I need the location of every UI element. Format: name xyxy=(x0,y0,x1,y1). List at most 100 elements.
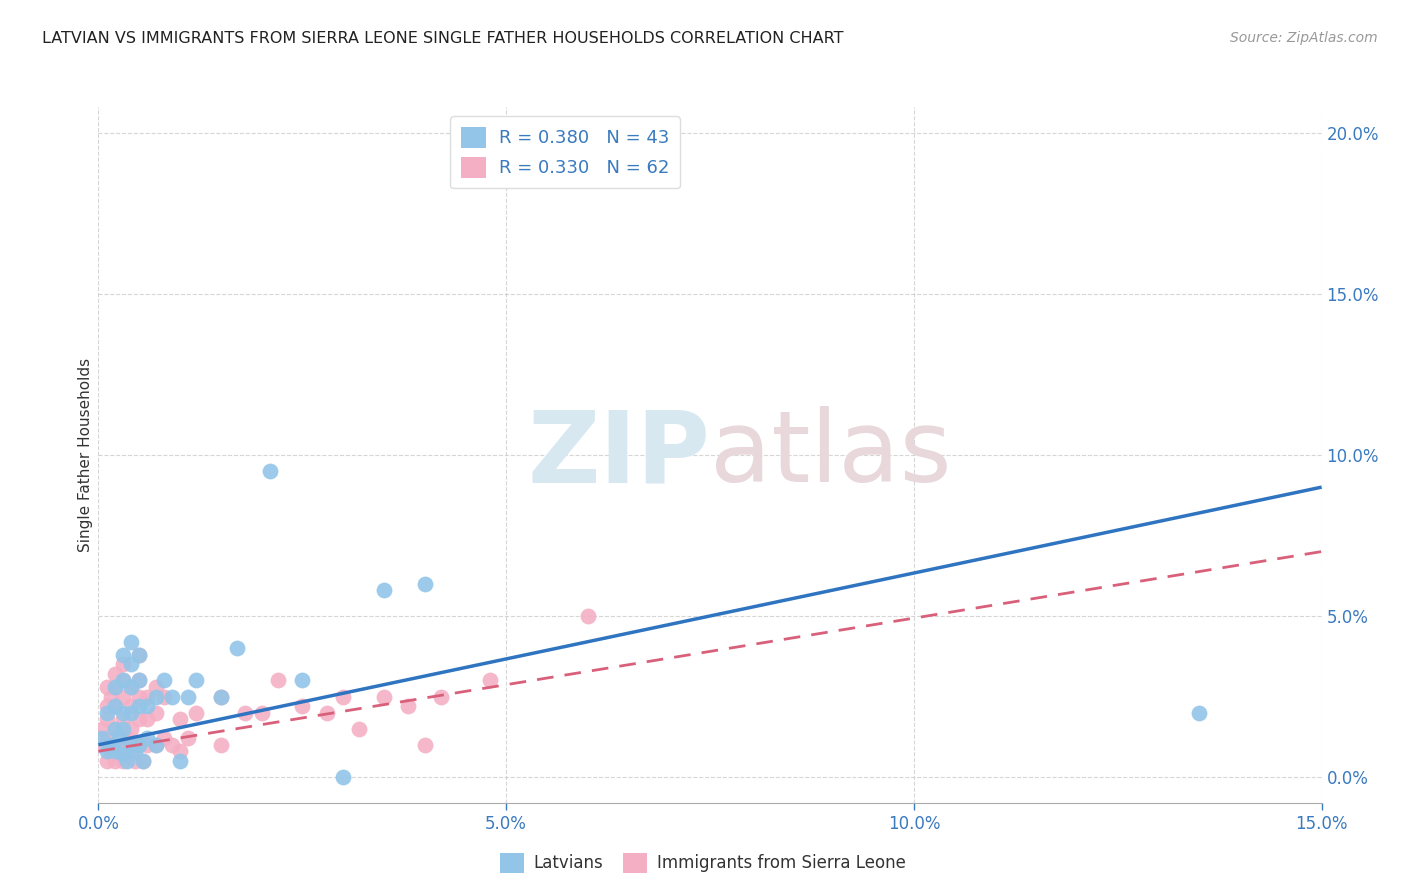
Point xyxy=(115,731,138,746)
Point xyxy=(104,699,127,714)
Point xyxy=(128,690,150,704)
Point xyxy=(100,690,122,704)
Legend: Latvians, Immigrants from Sierra Leone: Latvians, Immigrants from Sierra Leone xyxy=(494,847,912,880)
Point xyxy=(136,738,159,752)
Point xyxy=(91,731,114,746)
Point xyxy=(120,634,142,648)
Point xyxy=(111,648,134,662)
Point xyxy=(430,690,453,704)
Point xyxy=(145,738,167,752)
Point xyxy=(233,706,256,720)
Point xyxy=(96,699,118,714)
Point xyxy=(128,738,150,752)
Point xyxy=(104,699,127,714)
Point xyxy=(160,738,183,752)
Point xyxy=(373,583,395,598)
Point xyxy=(91,722,114,736)
Point xyxy=(120,680,142,694)
Point xyxy=(128,648,150,662)
Point xyxy=(128,648,150,662)
Point xyxy=(349,722,371,736)
Point xyxy=(90,738,112,752)
Point xyxy=(145,738,167,752)
Point xyxy=(111,690,134,704)
Point xyxy=(259,464,281,478)
Point xyxy=(96,706,118,720)
Text: LATVIAN VS IMMIGRANTS FROM SIERRA LEONE SINGLE FATHER HOUSEHOLDS CORRELATION CHA: LATVIAN VS IMMIGRANTS FROM SIERRA LEONE … xyxy=(42,31,844,46)
Point xyxy=(332,770,354,784)
Point xyxy=(120,722,142,736)
Point xyxy=(152,690,174,704)
Point xyxy=(169,712,191,726)
Point xyxy=(111,673,134,688)
Point xyxy=(186,673,208,688)
Y-axis label: Single Father Households: Single Father Households xyxy=(77,358,93,552)
Point xyxy=(128,712,150,726)
Text: atlas: atlas xyxy=(710,407,952,503)
Point xyxy=(128,738,150,752)
Point xyxy=(111,673,134,688)
Point xyxy=(209,690,232,704)
Point xyxy=(120,657,142,672)
Point xyxy=(96,680,118,694)
Point xyxy=(104,754,127,768)
Point xyxy=(177,690,200,704)
Point xyxy=(209,690,232,704)
Point xyxy=(145,680,167,694)
Point xyxy=(136,690,159,704)
Point xyxy=(332,690,354,704)
Point xyxy=(111,747,134,762)
Point xyxy=(413,738,436,752)
Point xyxy=(413,576,436,591)
Legend: R = 0.380   N = 43, R = 0.330   N = 62: R = 0.380 N = 43, R = 0.330 N = 62 xyxy=(450,116,681,188)
Point xyxy=(120,680,142,694)
Point xyxy=(104,680,127,694)
Point xyxy=(132,754,155,768)
Point xyxy=(100,744,122,758)
Point xyxy=(124,754,146,768)
Point xyxy=(169,754,191,768)
Point xyxy=(315,706,337,720)
Point xyxy=(128,673,150,688)
Point xyxy=(104,667,127,681)
Point xyxy=(111,754,134,768)
Point xyxy=(209,738,232,752)
Point xyxy=(104,680,127,694)
Point xyxy=(100,738,122,752)
Point xyxy=(226,641,249,656)
Point xyxy=(250,706,273,720)
Point xyxy=(111,738,134,752)
Point xyxy=(104,738,127,752)
Point xyxy=(186,706,208,720)
Point xyxy=(576,609,599,624)
Point xyxy=(373,690,395,704)
Point xyxy=(111,706,134,720)
Point xyxy=(115,754,138,768)
Point xyxy=(96,731,118,746)
Point xyxy=(104,744,127,758)
Point xyxy=(291,699,314,714)
Point xyxy=(145,706,167,720)
Point xyxy=(96,754,118,768)
Point xyxy=(120,738,142,752)
Point xyxy=(128,699,150,714)
Point xyxy=(145,690,167,704)
Point xyxy=(120,744,142,758)
Point xyxy=(152,731,174,746)
Point xyxy=(267,673,290,688)
Text: ZIP: ZIP xyxy=(527,407,710,503)
Point xyxy=(177,731,200,746)
Point xyxy=(96,744,118,758)
Point xyxy=(132,754,155,768)
Point xyxy=(120,706,142,720)
Text: Source: ZipAtlas.com: Source: ZipAtlas.com xyxy=(1230,31,1378,45)
Point xyxy=(160,690,183,704)
Point xyxy=(1188,706,1211,720)
Point xyxy=(136,699,159,714)
Point xyxy=(478,673,501,688)
Point xyxy=(136,712,159,726)
Point xyxy=(169,744,191,758)
Point xyxy=(128,673,150,688)
Point xyxy=(108,744,131,758)
Point xyxy=(396,699,419,714)
